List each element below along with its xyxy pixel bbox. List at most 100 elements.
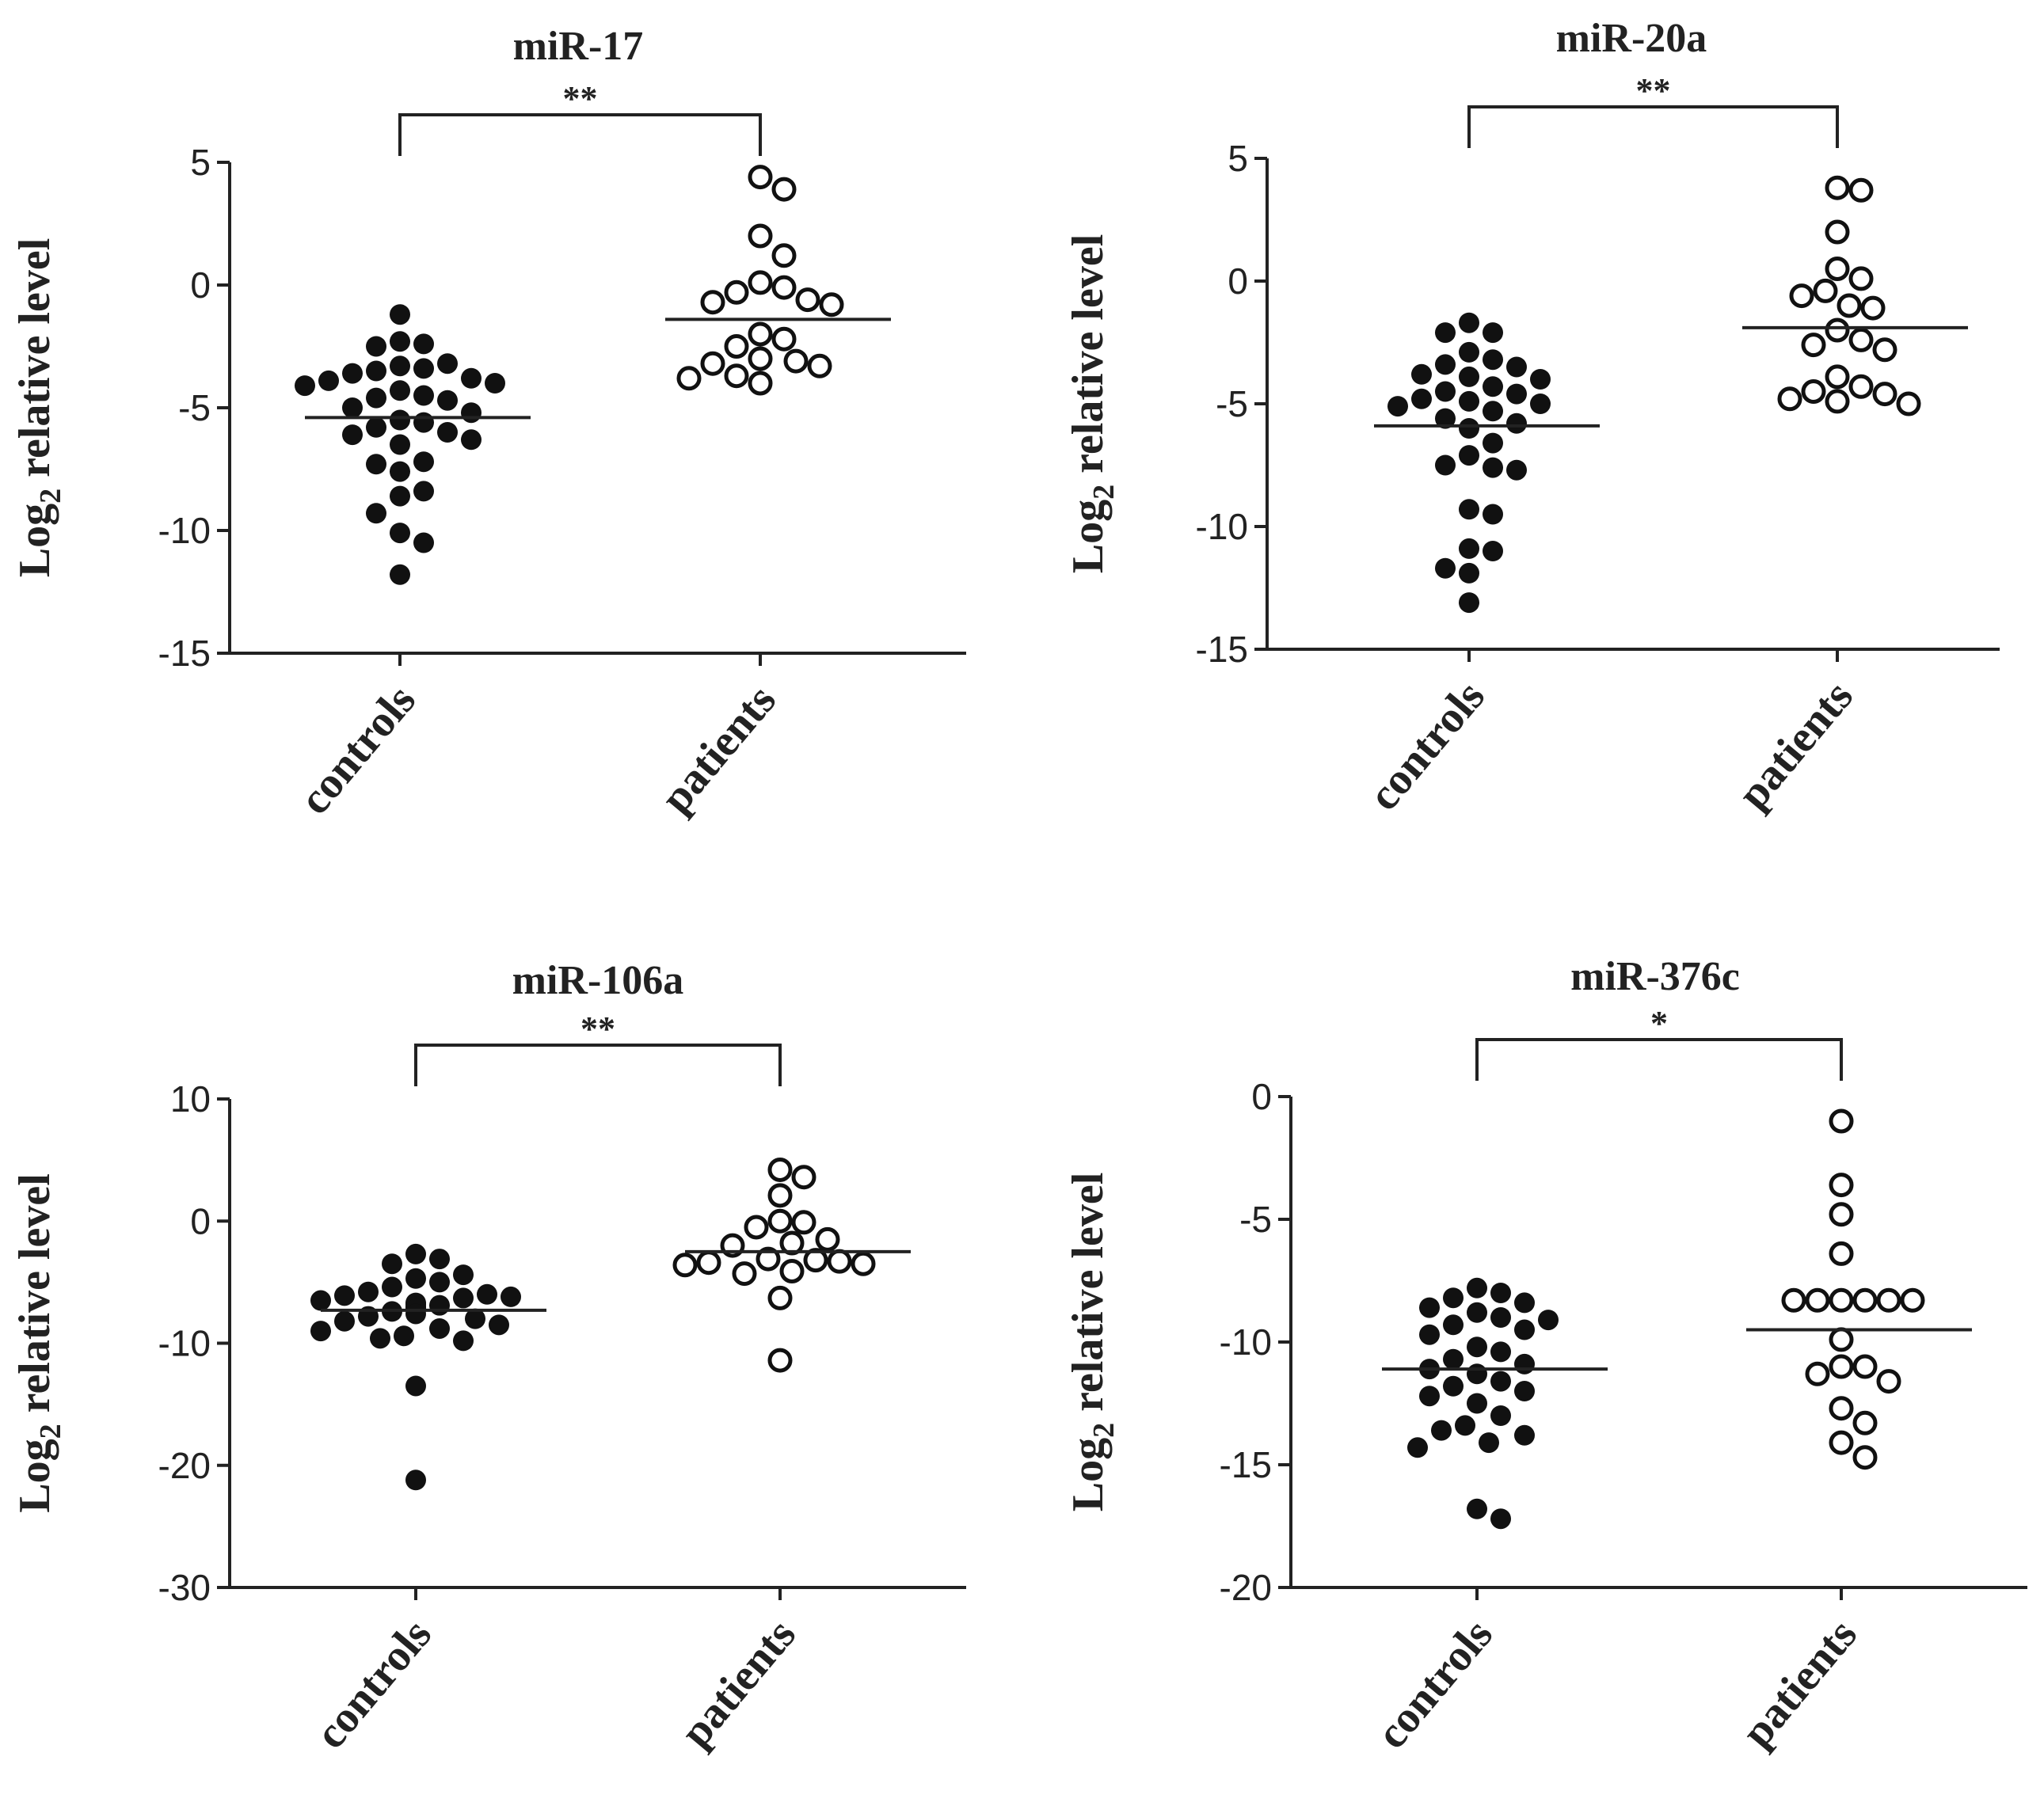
panel-mir-17: miR-17 Log2 relative level 5 0 -5 -10 -15 contr…: [10, 24, 966, 823]
data-point-patients: [783, 348, 809, 374]
data-point-controls: [1483, 541, 1503, 561]
data-point-controls: [390, 409, 410, 431]
data-point-controls: [477, 1283, 497, 1305]
y-axis-label: Log2 relative level: [10, 238, 67, 578]
y-tick-label: -10: [1196, 506, 1248, 547]
data-point-controls: [382, 1276, 402, 1298]
data-point-patients: [779, 1258, 805, 1283]
data-point-patients: [1829, 1287, 1854, 1313]
data-point-controls: [1443, 1314, 1464, 1336]
data-point-controls: [390, 304, 410, 325]
data-point-controls: [382, 1253, 402, 1275]
data-point-patients: [1829, 1202, 1854, 1227]
data-point-patients: [1777, 386, 1802, 412]
data-point-patients: [1872, 337, 1897, 363]
data-point-controls: [1459, 499, 1479, 520]
data-point-controls: [366, 454, 386, 475]
data-point-controls: [413, 412, 434, 433]
data-point-controls: [437, 422, 458, 443]
data-point-controls: [1459, 418, 1479, 439]
data-point-patients: [748, 270, 773, 295]
y-tick-label: -5: [1216, 383, 1248, 424]
y-tick-label: -15: [1196, 629, 1248, 670]
data-point-patients: [1876, 1369, 1901, 1394]
data-point-controls: [342, 363, 363, 384]
data-point-controls: [390, 434, 410, 455]
data-point-patients: [851, 1251, 876, 1276]
data-point-controls: [1467, 1302, 1487, 1323]
data-point-patients: [676, 366, 702, 391]
data-point-patients: [1829, 1430, 1854, 1455]
data-point-controls: [1419, 1297, 1440, 1318]
data-point-controls: [437, 353, 458, 375]
data-point-controls: [405, 1303, 426, 1325]
data-point-controls: [366, 360, 386, 382]
significance-label: **: [580, 1009, 615, 1048]
data-point-patients: [803, 1248, 828, 1273]
data-point-patients: [771, 243, 797, 268]
data-point-controls: [390, 461, 410, 482]
data-point-patients: [1848, 266, 1874, 291]
y-tick-label: 0: [190, 1200, 211, 1241]
data-point-patients: [1789, 283, 1814, 309]
data-point-controls: [366, 503, 386, 524]
y-tick-label: -10: [158, 1323, 211, 1364]
data-point-patients: [1900, 1287, 1925, 1313]
data-point-controls: [1435, 454, 1456, 476]
data-point-controls: [390, 331, 410, 352]
y-tick-label: 5: [190, 142, 211, 183]
data-point-controls: [453, 1330, 474, 1352]
data-point-controls: [334, 1310, 355, 1332]
data-point-patients: [1829, 1173, 1854, 1198]
data-point-patients: [748, 321, 773, 347]
data-point-patients: [748, 371, 773, 396]
panel-mir-376c: miR-376c Log2 relative level 0 -5 -10 -15 -20 c…: [1064, 954, 2027, 1758]
data-point-patients: [700, 351, 725, 376]
data-point-controls: [1411, 363, 1432, 385]
data-point-patients: [819, 292, 844, 317]
data-point-patients: [1852, 1354, 1878, 1379]
data-point-patients: [1825, 364, 1850, 390]
data-point-controls: [1490, 1341, 1511, 1363]
data-point-controls: [413, 385, 434, 406]
data-point-controls: [1455, 1415, 1475, 1436]
data-point-patients: [795, 287, 820, 313]
data-point-patients: [1801, 379, 1826, 404]
data-point-controls: [318, 370, 339, 391]
data-point-controls: [1490, 1508, 1511, 1530]
data-point-patients: [767, 1208, 793, 1234]
data-point-patients: [1848, 327, 1874, 352]
data-point-patients: [771, 326, 797, 352]
data-point-patients: [696, 1250, 721, 1276]
data-point-controls: [413, 532, 434, 553]
data-point-controls: [1483, 376, 1503, 397]
data-point-patients: [807, 353, 832, 378]
data-point-controls: [390, 564, 410, 585]
data-point-controls: [1514, 1424, 1535, 1446]
data-point-controls: [429, 1272, 450, 1293]
data-point-controls: [1419, 1386, 1440, 1407]
data-point-controls: [1506, 459, 1527, 481]
y-tick-label: 5: [1228, 138, 1248, 179]
data-point-controls: [295, 375, 315, 397]
data-point-controls: [310, 1290, 331, 1311]
data-point-controls: [1387, 396, 1408, 417]
data-point-controls: [1483, 401, 1503, 422]
data-point-patients: [1829, 1354, 1854, 1379]
data-point-controls: [366, 387, 386, 409]
data-point-controls: [1459, 538, 1479, 559]
data-point-controls: [334, 1285, 355, 1306]
data-point-patients: [1852, 1287, 1878, 1313]
data-point-controls: [310, 1321, 331, 1342]
y-tick-label: -30: [158, 1567, 211, 1608]
x-tick-label-patients: patients: [671, 1610, 805, 1757]
data-point-patients: [1848, 177, 1874, 203]
data-point-controls: [1506, 413, 1527, 434]
data-point-controls: [1435, 381, 1456, 402]
data-point-controls: [1483, 457, 1503, 478]
x-tick-label-controls: controls: [306, 1610, 441, 1758]
data-point-controls: [1459, 312, 1479, 333]
data-point-patients: [827, 1249, 852, 1274]
data-point-controls: [394, 1325, 414, 1347]
